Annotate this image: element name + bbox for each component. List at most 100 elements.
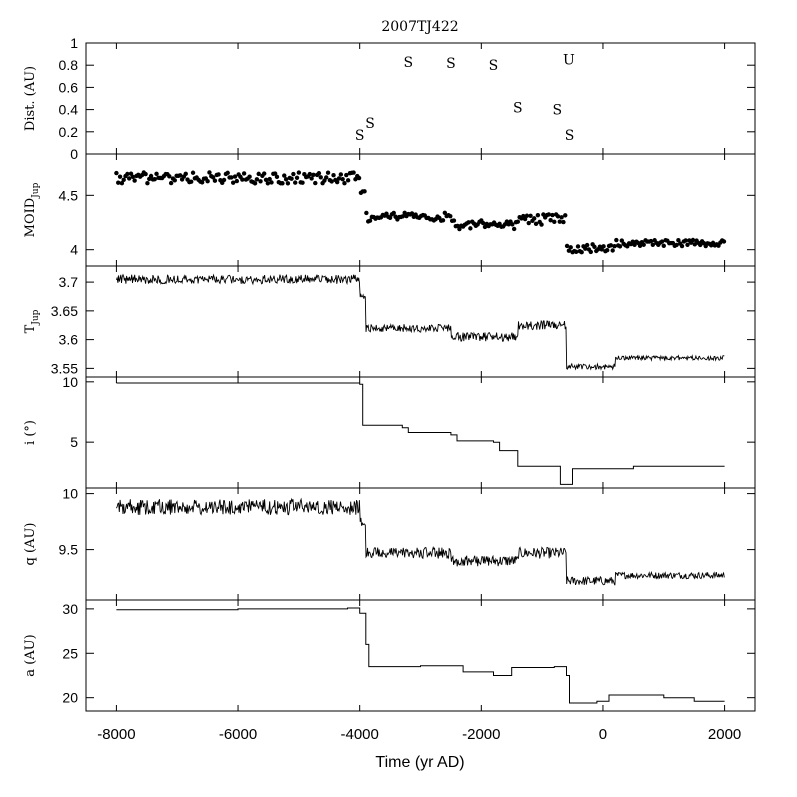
data-point (548, 218, 553, 223)
data-point (362, 189, 367, 194)
data-point (143, 171, 148, 177)
data-point (387, 215, 393, 220)
plot-area-a (116, 607, 725, 704)
data-point (391, 210, 396, 216)
chart-title: 2007TJ422 (381, 19, 458, 35)
data-point (130, 174, 136, 180)
data-point (561, 219, 566, 225)
y-axis-label-subscript: Jup (31, 309, 41, 325)
data-point (442, 210, 448, 215)
data-point (698, 242, 703, 248)
data-point (564, 243, 570, 249)
data-point (199, 180, 205, 185)
data-point (511, 226, 517, 232)
data-point (716, 243, 721, 248)
data-point (524, 213, 530, 218)
data-point (659, 239, 665, 244)
y-axis-label-subscript: Jup (31, 182, 41, 198)
data-point (440, 218, 446, 223)
data-point (210, 175, 216, 180)
data-point (125, 171, 130, 177)
data-point (510, 222, 515, 227)
data-point (121, 177, 126, 183)
data-point (336, 176, 342, 181)
x-axis-label: Time (yr AD) (375, 754, 464, 771)
encounter-marker: S (404, 55, 414, 71)
data-point (617, 244, 623, 249)
y-axis-label-incl: i (°) (23, 420, 38, 445)
data-point (241, 171, 247, 176)
data-point (690, 237, 696, 243)
data-point (661, 243, 666, 248)
y-tick-label: 4.5 (59, 187, 79, 203)
x-tick-label: -6000 (219, 726, 257, 743)
y-tick-label: 3.7 (59, 274, 79, 290)
data-point (311, 172, 316, 178)
data-point (573, 249, 579, 254)
data-point (309, 176, 314, 181)
data-point (331, 173, 336, 178)
data-point (114, 170, 119, 176)
data-point (641, 242, 646, 247)
data-point (258, 179, 263, 184)
data-point (619, 238, 625, 243)
data-point (178, 173, 183, 178)
data-point (267, 176, 272, 182)
data-point (338, 172, 344, 177)
data-point (559, 215, 564, 220)
data-point (550, 212, 555, 218)
data-point (313, 180, 318, 186)
y-tick-label: 20 (62, 690, 78, 706)
data-point (294, 175, 300, 181)
data-point (216, 172, 221, 177)
data-point (610, 248, 615, 253)
data-point (263, 177, 269, 182)
plot-area-dist: SSS S SS SSU (355, 53, 575, 144)
data-point (254, 177, 260, 182)
data-point (367, 218, 373, 223)
y-tick-label: 1 (70, 35, 78, 51)
encounter-marker: S (513, 100, 523, 116)
data-point (575, 244, 581, 249)
data-point (584, 242, 590, 248)
data-point (563, 213, 568, 218)
data-point (364, 210, 369, 216)
data-point (552, 219, 557, 225)
data-point (324, 175, 329, 180)
data-point (583, 246, 588, 251)
plot-area-moid (114, 170, 727, 255)
data-point (154, 171, 159, 177)
data-point (225, 170, 230, 176)
data-point (116, 180, 121, 185)
data-point (353, 177, 358, 182)
data-point (183, 171, 188, 177)
plot-area-incl (116, 382, 725, 485)
data-point (345, 178, 351, 183)
data-point (535, 213, 541, 218)
data-point (293, 180, 298, 185)
data-point (522, 216, 528, 222)
y-tick-label: 0.4 (59, 102, 79, 118)
data-point (280, 181, 285, 186)
data-point (344, 172, 349, 178)
data-point (234, 178, 240, 184)
encounter-marker: S (553, 103, 563, 119)
y-tick-label: 30 (62, 601, 78, 617)
panel-a: 20 25 30 a (AU) (23, 599, 756, 712)
data-point (145, 181, 150, 186)
encounter-marker: S (355, 128, 365, 144)
data-point (608, 243, 614, 248)
data-point (325, 170, 331, 175)
data-point (566, 248, 572, 253)
x-tick-label: 2000 (708, 726, 741, 743)
data-point (685, 242, 690, 247)
data-point (533, 221, 539, 227)
data-point (152, 177, 157, 182)
data-point (289, 176, 294, 181)
data-point (318, 175, 323, 180)
data-point (256, 171, 261, 177)
data-point (283, 177, 289, 182)
data-point (648, 238, 654, 244)
y-tick-label: 10 (62, 486, 78, 502)
